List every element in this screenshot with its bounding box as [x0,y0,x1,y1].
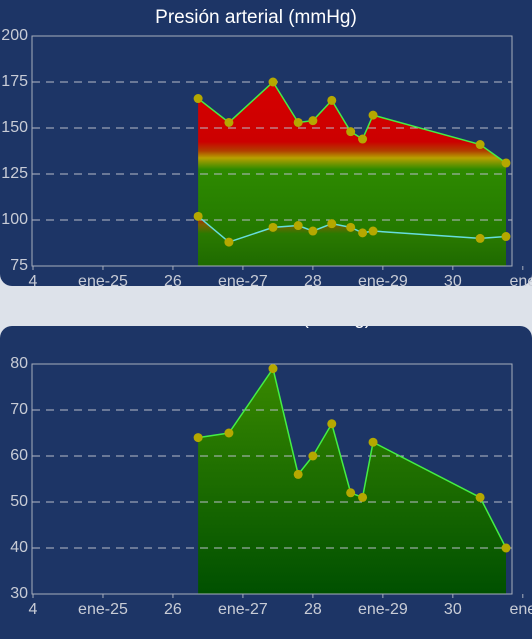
chart-title: Presión diferencial (mmHg) [141,308,371,329]
x-tick-label: 30 [444,601,462,618]
point [327,419,337,429]
point [368,110,378,120]
x-tick-label: ene-25 [78,273,128,290]
point [268,222,278,232]
y-tick-label: 30 [10,585,28,602]
x-tick-label: 30 [444,273,462,290]
y-tick-label: 70 [10,401,28,418]
x-tick-label: 26 [164,273,182,290]
point [327,95,337,105]
point [368,226,378,236]
point [368,437,378,447]
chart: Presión arterial (mmHg) 75 100 125 150 175 20… [1,7,532,290]
x-tick-label: ene [509,273,532,290]
point [268,364,278,374]
y-tick-label: 175 [1,73,28,90]
x-tick-label: 28 [304,601,322,618]
point [358,228,368,238]
point [501,543,511,553]
point [501,232,511,242]
x-tick-label: ene-29 [358,601,408,618]
x-tick-label: ene-25 [78,601,128,618]
x-tick-label: ene-29 [358,273,408,290]
x-tick-label: 4 [29,273,38,290]
x-tick-label: ene-27 [218,601,268,618]
y-tick-label: 75 [10,257,28,274]
point [358,492,368,502]
chart: Presión diferencial (mmHg) 30 40 50 60 70 80 4… [10,308,532,618]
y-tick-label: 100 [1,211,28,228]
point [475,233,485,243]
point [346,127,356,137]
point [346,222,356,232]
y-tick-label: 60 [10,447,28,464]
point [193,433,203,443]
y-tick-label: 150 [1,119,28,136]
plot-border [31,363,513,595]
point [475,140,485,150]
point [224,117,234,127]
y-tick-label: 125 [1,165,28,182]
point [293,117,303,127]
point [193,94,203,104]
point [308,451,318,461]
x-tick-label: ene-27 [218,273,268,290]
point [268,77,278,87]
point [224,237,234,247]
chart-title: Presión arterial (mmHg) [155,7,357,28]
point [193,211,203,221]
point [293,221,303,231]
x-tick-label: 28 [304,273,322,290]
point [308,116,318,126]
x-tick-label: 26 [164,601,182,618]
point [293,469,303,479]
x-tick-label: ene [509,601,532,618]
point [358,134,368,144]
plot-border [31,35,513,267]
point [475,492,485,502]
y-tick-label: 200 [1,27,28,44]
area [198,368,507,594]
y-tick-label: 40 [10,539,28,556]
x-tick-label: 4 [29,601,38,618]
point [224,428,234,438]
y-tick-label: 80 [10,355,28,372]
point [308,226,318,236]
point [346,488,356,498]
point [327,219,337,229]
point [501,158,511,168]
y-tick-label: 50 [10,493,28,510]
